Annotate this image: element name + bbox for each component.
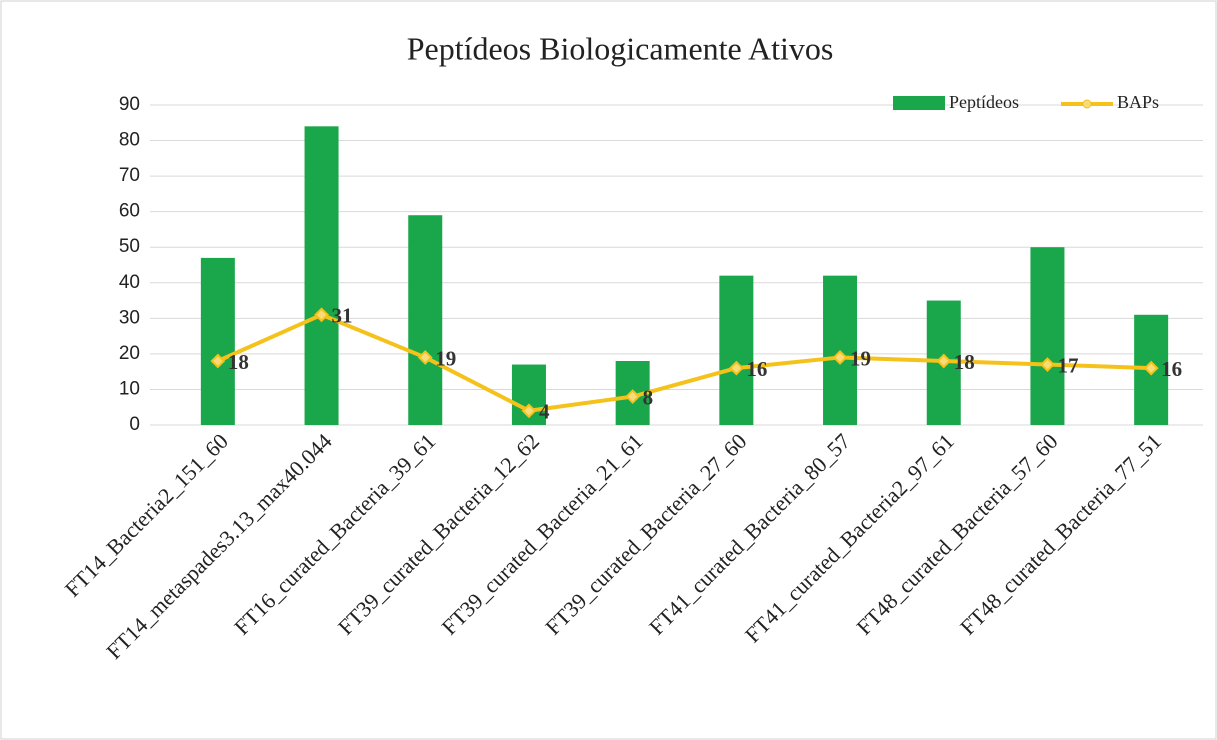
bar xyxy=(304,126,339,425)
bar xyxy=(719,275,754,425)
data-label: 8 xyxy=(643,385,654,409)
marker xyxy=(314,307,329,323)
marker xyxy=(1143,360,1159,376)
data-label: 16 xyxy=(746,357,767,381)
data-label: 4 xyxy=(539,400,550,424)
chart-title: Peptídeos Biologicamente Ativos xyxy=(407,30,834,66)
marker xyxy=(728,360,744,376)
y-tick-label: 80 xyxy=(119,130,140,151)
marker xyxy=(417,350,433,365)
y-tick-label: 40 xyxy=(119,272,140,293)
legend-swatch xyxy=(893,96,945,110)
legend-label: BAPs xyxy=(1117,92,1159,112)
data-label: 17 xyxy=(1057,353,1078,377)
legend-swatch xyxy=(1082,99,1092,109)
marker xyxy=(936,353,952,369)
marker xyxy=(832,350,848,365)
data-label: 18 xyxy=(954,350,975,374)
bar xyxy=(408,215,443,425)
y-tick-label: 50 xyxy=(119,236,140,257)
y-tick-label: 90 xyxy=(119,94,140,115)
legend-label: Peptídeos xyxy=(949,92,1019,112)
bar xyxy=(200,257,235,425)
data-label: 16 xyxy=(1161,357,1182,381)
bar xyxy=(1030,247,1065,425)
y-tick-label: 70 xyxy=(119,165,140,186)
data-label: 18 xyxy=(228,350,249,374)
marker xyxy=(521,403,537,419)
line xyxy=(217,312,1152,413)
y-tick-label: 0 xyxy=(129,414,140,435)
marker xyxy=(1040,357,1055,372)
data-label: 19 xyxy=(850,346,871,370)
marker xyxy=(625,389,641,404)
data-label: 31 xyxy=(332,304,353,328)
y-tick-label: 20 xyxy=(119,343,140,364)
y-tick-label: 10 xyxy=(119,378,140,399)
y-tick-label: 60 xyxy=(119,201,140,222)
y-tick-label: 30 xyxy=(119,307,140,328)
data-label: 19 xyxy=(435,346,456,370)
marker xyxy=(210,353,226,369)
